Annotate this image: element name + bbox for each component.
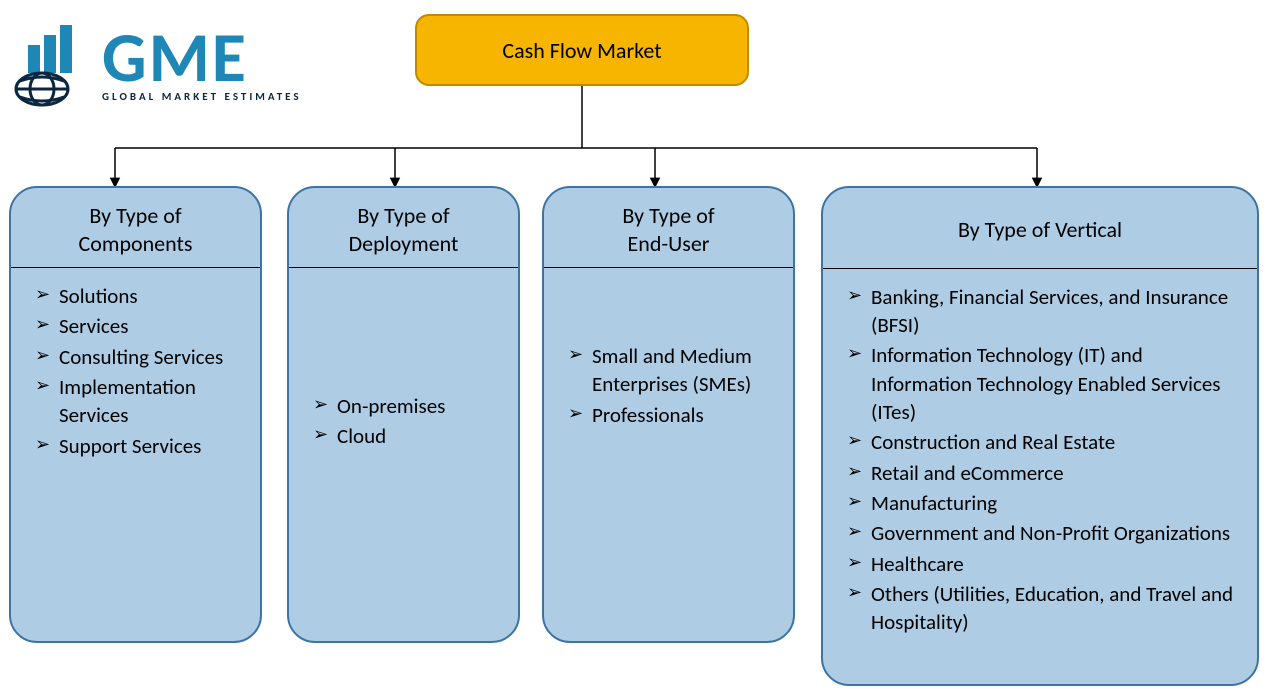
category-item: Cloud (313, 422, 500, 450)
category-item: Retail and eCommerce (847, 459, 1239, 487)
root-label: Cash Flow Market (502, 37, 661, 64)
category-item: Healthcare (847, 550, 1239, 578)
category-item: Consulting Services (35, 343, 242, 371)
category-item: Implementation Services (35, 373, 242, 430)
category-item-list: On-premisesCloud (307, 392, 500, 451)
category-node-enduser: By Type ofEnd-User Small and Medium Enter… (542, 186, 795, 643)
category-item: Services (35, 312, 242, 340)
logo-acronym: GME (102, 28, 302, 88)
category-item: Professionals (568, 401, 775, 429)
category-item: Banking, Financial Services, and Insuran… (847, 283, 1239, 340)
category-item-list: Banking, Financial Services, and Insuran… (841, 283, 1239, 637)
category-item: Government and Non-Profit Organizations (847, 519, 1239, 547)
category-item: On-premises (313, 392, 500, 420)
category-item: Manufacturing (847, 489, 1239, 517)
root-node: Cash Flow Market (415, 14, 749, 86)
category-item: Information Technology (IT) and Informat… (847, 341, 1239, 426)
logo-text: GME GLOBAL MARKET ESTIMATES (102, 28, 302, 103)
category-item: Small and Medium Enterprises (SMEs) (568, 342, 775, 399)
category-divider (289, 267, 518, 268)
category-title: By Type ofComponents (29, 202, 242, 267)
category-title: By Type ofEnd-User (562, 202, 775, 267)
category-node-components: By Type ofComponents SolutionsServices Con… (9, 186, 262, 643)
logo-mark-icon (10, 21, 96, 111)
category-divider (823, 268, 1257, 269)
category-node-vertical: By Type of Vertical Banking, Financial Se… (821, 186, 1259, 686)
category-item: Construction and Real Estate (847, 428, 1239, 456)
category-item-list: Small and Medium Enterprises (SMEs)Profe… (562, 342, 775, 429)
category-title: By Type ofDeployment (307, 202, 500, 267)
category-title: By Type of Vertical (841, 202, 1239, 268)
category-item: Support Services (35, 432, 242, 460)
category-divider (544, 267, 793, 268)
gme-logo: GME GLOBAL MARKET ESTIMATES (10, 18, 380, 113)
logo-tagline: GLOBAL MARKET ESTIMATES (102, 90, 302, 103)
category-item: Others (Utilities, Education, and Travel… (847, 580, 1239, 637)
category-divider (11, 267, 260, 268)
category-item-list: SolutionsServices Consulting ServicesImpl… (29, 282, 242, 460)
category-item: Solutions (35, 282, 242, 310)
category-node-deployment: By Type ofDeployment On-premisesCloud (287, 186, 520, 643)
